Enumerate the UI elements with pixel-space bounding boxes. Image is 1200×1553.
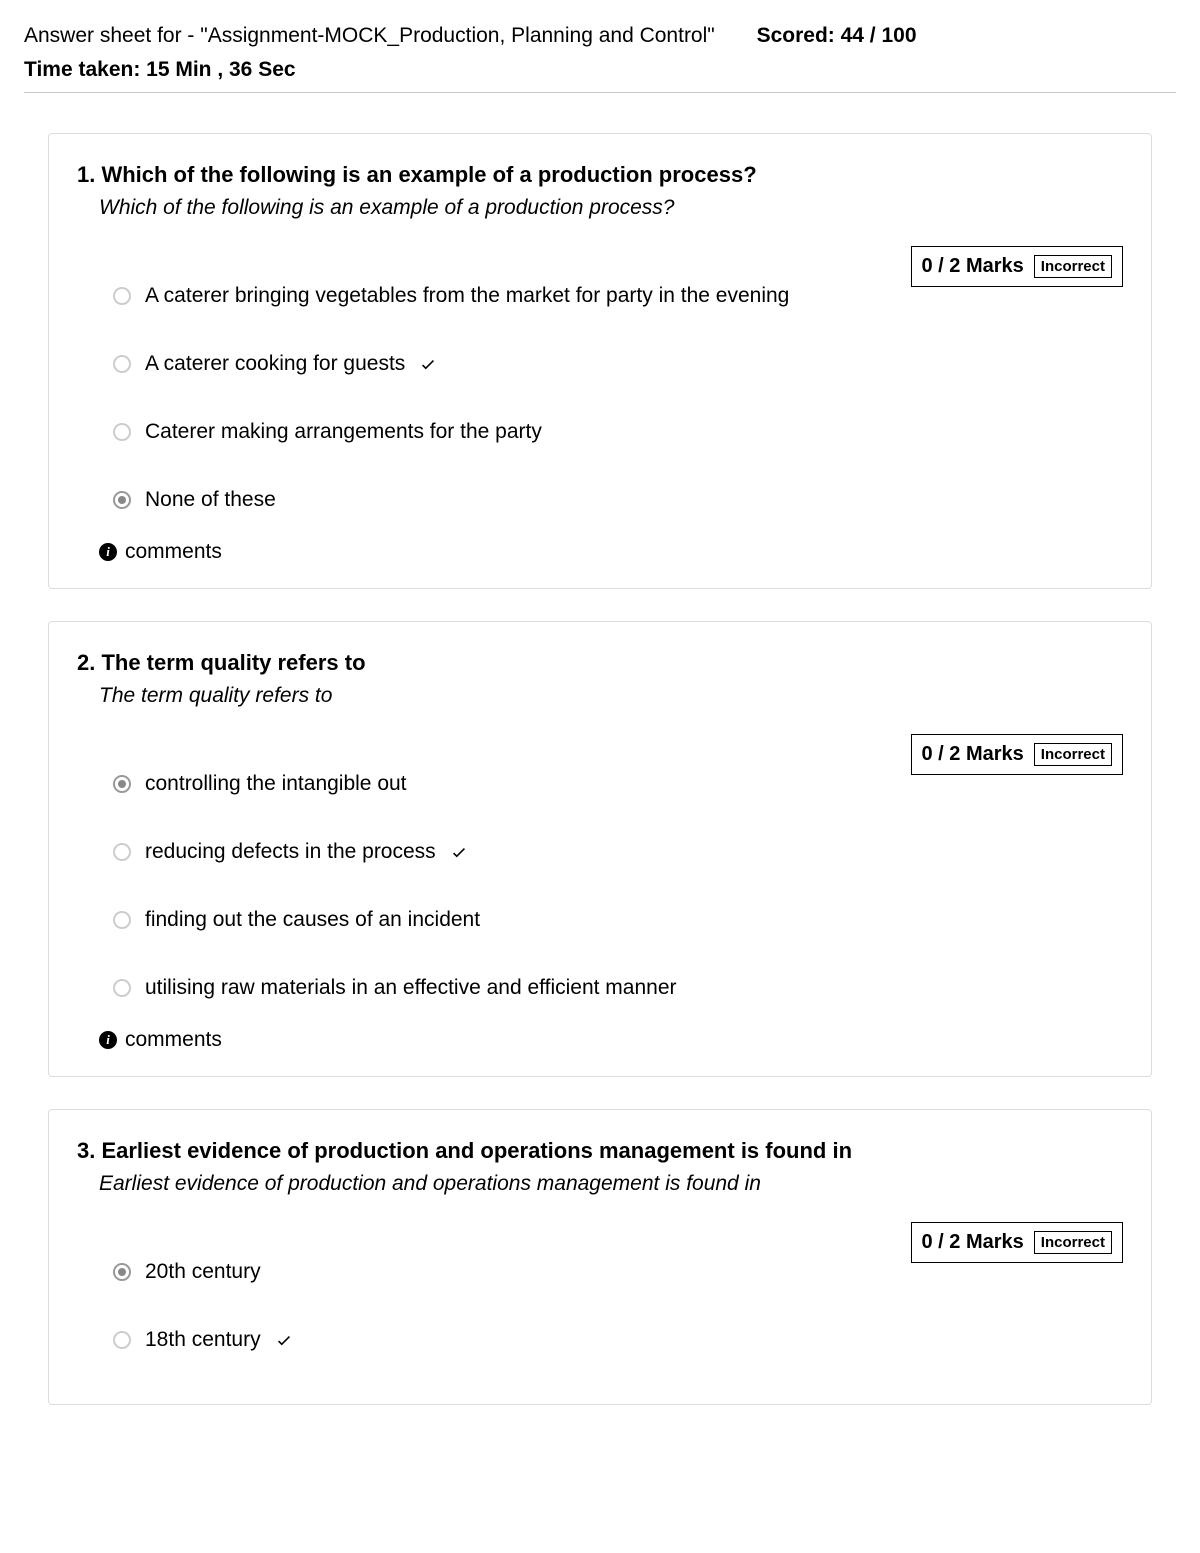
options-list: A caterer bringing vegetables from the m… [77, 284, 1123, 512]
option-text: controlling the intangible out [145, 772, 407, 796]
marks-value: 0 / 2 Marks [922, 743, 1024, 766]
comments-row[interactable]: i comments [99, 1028, 1123, 1052]
options-list: controlling the intangible out reducing d… [77, 772, 1123, 1000]
question-subtitle: Which of the following is an example of … [99, 196, 1123, 220]
header: Answer sheet for - "Assignment-MOCK_Prod… [24, 24, 1176, 93]
option-row: reducing defects in the process [113, 840, 1123, 864]
radio-icon[interactable] [113, 1331, 131, 1349]
check-icon [275, 1331, 293, 1349]
result-badge: Incorrect [1034, 255, 1112, 278]
option-text: None of these [145, 488, 276, 512]
marks-value: 0 / 2 Marks [922, 1231, 1024, 1254]
info-icon: i [99, 543, 117, 561]
option-row: finding out the causes of an incident [113, 908, 1123, 932]
result-badge: Incorrect [1034, 743, 1112, 766]
score-label: Scored: 44 / 100 [757, 24, 917, 47]
radio-icon[interactable] [113, 491, 131, 509]
option-row: Caterer making arrangements for the part… [113, 420, 1123, 444]
option-text: 20th century [145, 1260, 261, 1284]
options-list: 20th century 18th century [77, 1260, 1123, 1352]
marks-value: 0 / 2 Marks [922, 255, 1024, 278]
radio-icon[interactable] [113, 423, 131, 441]
title-prefix: Answer sheet for - [24, 24, 200, 47]
option-text: 18th century [145, 1328, 261, 1352]
option-text: reducing defects in the process [145, 840, 436, 864]
radio-icon[interactable] [113, 911, 131, 929]
info-icon: i [99, 1031, 117, 1049]
comments-row[interactable]: i comments [99, 540, 1123, 564]
questions-container: 1. Which of the following is an example … [24, 133, 1176, 1405]
question-card: 1. Which of the following is an example … [48, 133, 1152, 589]
option-text: A caterer cooking for guests [145, 352, 405, 376]
radio-icon[interactable] [113, 287, 131, 305]
option-row: 18th century [113, 1328, 1123, 1352]
radio-icon[interactable] [113, 775, 131, 793]
comments-label: comments [125, 540, 222, 564]
option-text: Caterer making arrangements for the part… [145, 420, 542, 444]
question-title: 1. Which of the following is an example … [77, 162, 1123, 188]
radio-icon[interactable] [113, 843, 131, 861]
question-title: 2. The term quality refers to [77, 650, 1123, 676]
header-line-1: Answer sheet for - "Assignment-MOCK_Prod… [24, 24, 1176, 48]
time-taken: Time taken: 15 Min , 36 Sec [24, 58, 1176, 82]
option-row: A caterer bringing vegetables from the m… [113, 284, 1123, 308]
option-text: utilising raw materials in an effective … [145, 976, 677, 1000]
question-subtitle: Earliest evidence of production and oper… [99, 1172, 1123, 1196]
option-row: controlling the intangible out [113, 772, 1123, 796]
option-row: utilising raw materials in an effective … [113, 976, 1123, 1000]
question-subtitle: The term quality refers to [99, 684, 1123, 708]
option-row: A caterer cooking for guests [113, 352, 1123, 376]
result-badge: Incorrect [1034, 1231, 1112, 1254]
option-row: None of these [113, 488, 1123, 512]
question-card: 2. The term quality refers to The term qu… [48, 621, 1152, 1077]
option-row: 20th century [113, 1260, 1123, 1284]
radio-icon[interactable] [113, 979, 131, 997]
marks-box: 0 / 2 Marks Incorrect [911, 734, 1124, 775]
marks-box: 0 / 2 Marks Incorrect [911, 1222, 1124, 1263]
radio-icon[interactable] [113, 355, 131, 373]
radio-icon[interactable] [113, 1263, 131, 1281]
question-card: 3. Earliest evidence of production and o… [48, 1109, 1152, 1405]
assignment-name: "Assignment-MOCK_Production, Planning an… [200, 24, 715, 47]
option-text: finding out the causes of an incident [145, 908, 480, 932]
marks-box: 0 / 2 Marks Incorrect [911, 246, 1124, 287]
comments-label: comments [125, 1028, 222, 1052]
answer-sheet-page: Answer sheet for - "Assignment-MOCK_Prod… [0, 0, 1200, 1461]
option-text: A caterer bringing vegetables from the m… [145, 284, 789, 308]
check-icon [450, 843, 468, 861]
question-title: 3. Earliest evidence of production and o… [77, 1138, 1123, 1164]
check-icon [419, 355, 437, 373]
